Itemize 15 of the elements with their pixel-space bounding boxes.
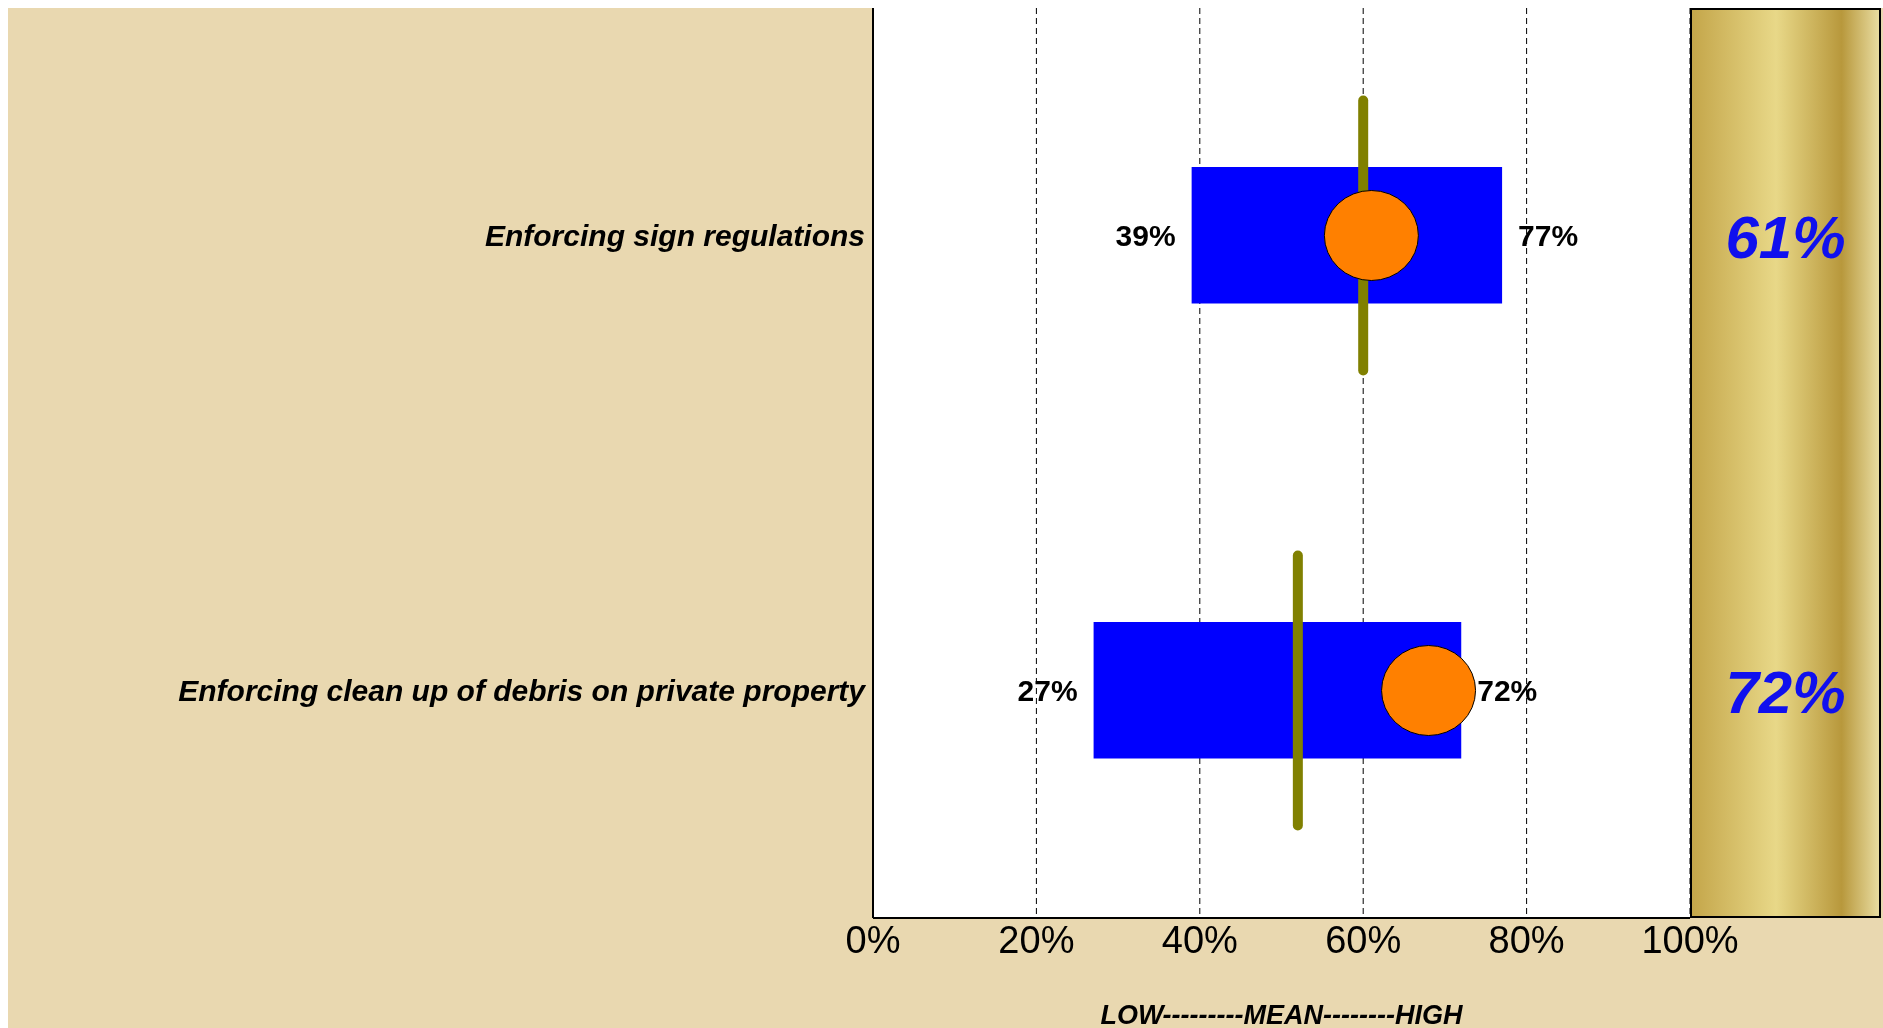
x-tick-label: 80%	[1488, 918, 1565, 961]
x-tick-label: 60%	[1325, 918, 1402, 961]
annotation: 77%	[1518, 219, 1579, 253]
text: 61%	[1724, 202, 1847, 272]
annotation: 27%	[1017, 674, 1078, 708]
x-axis-title: LOW---------MEAN--------HIGH	[1100, 1000, 1463, 1028]
annotation: 72%	[1477, 674, 1538, 708]
x-tick-label: 0%	[845, 918, 901, 961]
text: 72%	[1724, 657, 1847, 727]
y-tick-label: Enforcing sign regulations	[484, 219, 865, 253]
x-tick-label: 20%	[998, 918, 1075, 961]
x-tick-label: 40%	[1161, 918, 1238, 961]
y-tick-label: Enforcing clean up of debris on private property	[178, 674, 867, 708]
annotation: 39%	[1115, 219, 1176, 253]
x-tick-label: 100%	[1641, 918, 1739, 961]
